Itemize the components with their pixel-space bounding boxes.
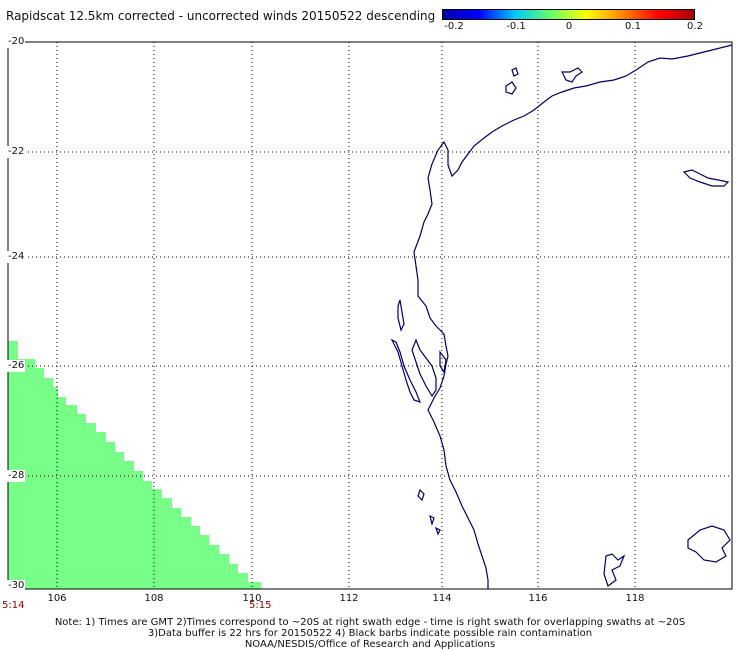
colorbar-tick-label: -0.1 [506, 21, 526, 32]
coastline-island [434, 526, 441, 536]
colorbar [442, 9, 695, 20]
coastline-island [417, 488, 425, 502]
lat-tick-label: -26 [7, 360, 26, 372]
coastline-island [439, 350, 447, 374]
coastline-peninsula [411, 338, 437, 398]
coastline [390, 44, 733, 589]
footnote-line-1: Note: 1) Times are GMT 2)Times correspon… [54, 617, 686, 628]
lat-tick-label: -22 [7, 146, 26, 158]
swath-time-left: 5:14 [2, 600, 25, 611]
coastline-island [682, 169, 730, 187]
lon-tick-label: 114 [432, 593, 452, 604]
lon-tick-label: 110 [242, 593, 262, 604]
coastline-island [511, 67, 519, 77]
graticule [8, 42, 732, 589]
lat-tick-label: -20 [7, 36, 26, 48]
footnote-line-3: NOAA/NESDIS/Office of Research and Appli… [244, 639, 496, 650]
coastline-island [505, 81, 517, 95]
swath-time-right: 5:15 [249, 600, 272, 611]
data-swath [8, 341, 261, 589]
lon-tick-label: 108 [144, 593, 164, 604]
coastline-island [561, 67, 583, 83]
coastline-island [429, 514, 435, 527]
lat-tick-label: -28 [7, 470, 26, 482]
lon-tick-label: 112 [339, 593, 359, 604]
colorbar-tick-label: 0.1 [625, 21, 641, 32]
coastline-peninsula [390, 338, 422, 403]
coastline-island [603, 553, 626, 587]
coastline-island [397, 299, 405, 332]
colorbar-tick-label: 0 [565, 21, 573, 32]
lon-tick-label: 118 [625, 593, 645, 604]
lon-tick-label: 116 [528, 593, 548, 604]
colorbar-tick-label: -0.2 [444, 21, 464, 32]
coastline-island [687, 525, 731, 563]
map-frame [7, 41, 733, 590]
footnote-line-2: 3)Data buffer is 22 hrs for 20150522 4) … [147, 628, 593, 639]
lon-tick-label: 106 [47, 593, 67, 604]
map-title: Rapidscat 12.5km corrected - uncorrected… [6, 9, 436, 23]
colorbar-tick-label: 0.2 [687, 21, 703, 32]
lat-tick-label: -30 [7, 580, 26, 592]
coastline-mainland [413, 44, 733, 589]
lat-tick-label: -24 [7, 251, 26, 263]
